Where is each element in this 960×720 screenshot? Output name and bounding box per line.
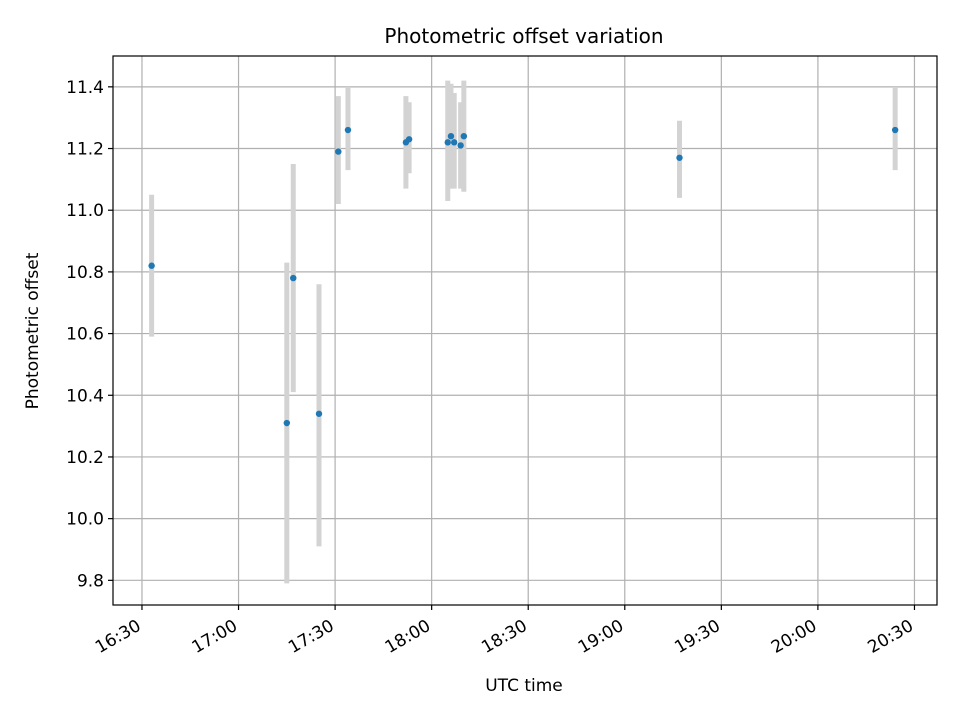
y-axis-label: Photometric offset [23, 252, 43, 409]
y-tick-label: 10.6 [66, 325, 104, 345]
data-point [450, 139, 458, 146]
y-tick-label: 10.8 [66, 263, 104, 283]
data-point [676, 154, 683, 161]
data-point [444, 139, 451, 146]
grid-lines [113, 56, 937, 605]
data-point [891, 126, 899, 134]
y-tick-label: 11.0 [66, 201, 104, 221]
data-point [315, 410, 323, 417]
data-point [405, 136, 413, 143]
data-point [344, 126, 352, 134]
data-point [290, 274, 297, 282]
plot-frame [112, 55, 938, 606]
data-point [283, 419, 291, 427]
y-tick-label: 11.4 [66, 78, 104, 98]
data-point [335, 148, 342, 155]
y-tick-label: 10.4 [66, 386, 104, 406]
chart-title: Photometric offset variation [384, 24, 663, 48]
data-point [457, 142, 464, 149]
y-axis-ticks: 9.8 10.0 10.2 10.4 10.6 10.8 11.0 11.2 11.4 [66, 78, 113, 591]
x-axis-label: UTC time [485, 676, 563, 696]
data-point [148, 262, 155, 269]
data-point [460, 132, 468, 140]
data-points [148, 126, 899, 427]
y-tick-label: 10.2 [66, 448, 104, 468]
y-tick-label: 10.0 [66, 510, 104, 530]
y-tick-label: 11.2 [66, 140, 104, 160]
data-point [447, 132, 455, 140]
y-tick-label: 9.8 [77, 571, 104, 591]
